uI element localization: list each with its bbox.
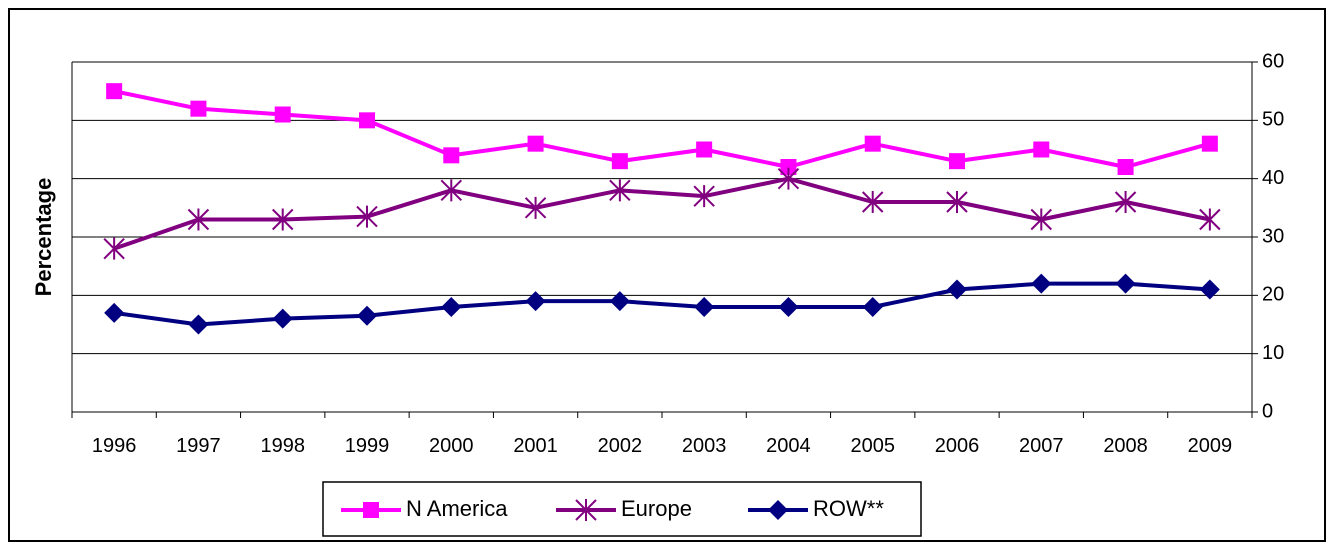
data-point bbox=[443, 147, 460, 164]
x-tick-labels: 1996 1997 1998 1999 2000 2001 2002 2003 2004 2005… bbox=[92, 435, 1232, 457]
data-point bbox=[357, 305, 377, 326]
y-tick-label: 20 bbox=[1262, 284, 1284, 306]
y-axis-label: Percentage bbox=[31, 178, 56, 297]
data-point bbox=[1114, 191, 1137, 213]
data-point bbox=[780, 159, 797, 175]
x-tick-label: 2000 bbox=[429, 435, 474, 457]
legend-label: ROW** bbox=[813, 496, 884, 521]
legend-box bbox=[322, 481, 922, 537]
data-point bbox=[187, 208, 210, 231]
data-point bbox=[188, 314, 209, 335]
y-tick-label: 0 bbox=[1262, 400, 1273, 422]
y-tick-label: 40 bbox=[1262, 167, 1284, 189]
data-point bbox=[611, 153, 628, 170]
data-point bbox=[694, 297, 715, 317]
data-point bbox=[272, 208, 294, 231]
x-tick-label: 2008 bbox=[1103, 435, 1148, 457]
y-tick-label: 60 bbox=[1262, 50, 1284, 72]
gridlines bbox=[72, 61, 1252, 355]
legend-marker bbox=[575, 499, 597, 521]
x-tick-label: 2002 bbox=[598, 435, 643, 457]
data-point bbox=[862, 297, 883, 317]
data-point bbox=[1199, 279, 1220, 300]
series-line bbox=[113, 89, 1211, 169]
axes bbox=[71, 61, 1258, 418]
data-point bbox=[441, 297, 462, 317]
data-point bbox=[1117, 159, 1134, 175]
data-point bbox=[947, 279, 967, 300]
data-point bbox=[524, 196, 547, 219]
legend-marker bbox=[768, 500, 788, 520]
data-point bbox=[862, 191, 884, 213]
x-tick-label: 2009 bbox=[1188, 435, 1233, 457]
data-point bbox=[106, 83, 123, 100]
x-tick-label: 2005 bbox=[850, 435, 895, 457]
data-point bbox=[864, 135, 881, 152]
x-tick-label: 1999 bbox=[345, 435, 390, 457]
data-point bbox=[103, 237, 125, 260]
series-line bbox=[113, 281, 1210, 327]
data-point bbox=[1030, 208, 1052, 231]
data-point bbox=[1033, 141, 1050, 158]
legend-label: N America bbox=[406, 496, 508, 521]
data-point bbox=[778, 297, 799, 317]
data-point bbox=[693, 185, 715, 208]
data-point bbox=[609, 179, 631, 202]
data-point bbox=[190, 100, 207, 117]
y-tick-label: 10 bbox=[1262, 342, 1284, 364]
x-tick-label: 2004 bbox=[766, 435, 811, 457]
data-point bbox=[359, 112, 375, 129]
data-point bbox=[949, 153, 965, 170]
y-tick-labels: 0 10 20 30 40 50 60 bbox=[1262, 50, 1284, 422]
data-point bbox=[104, 302, 125, 323]
x-tick-label: 2003 bbox=[682, 435, 727, 457]
x-tick-label: 2006 bbox=[935, 435, 980, 457]
data-point bbox=[440, 179, 462, 202]
x-tick-label: 1997 bbox=[176, 435, 221, 457]
data-point bbox=[272, 308, 293, 329]
data-point bbox=[777, 167, 800, 190]
x-tick-label: 1996 bbox=[92, 435, 137, 457]
data-point bbox=[1201, 135, 1218, 152]
y-tick-label: 50 bbox=[1262, 109, 1284, 131]
data-point bbox=[609, 291, 630, 312]
legend-label: Europe bbox=[621, 496, 692, 521]
data-point bbox=[356, 205, 378, 228]
legend-marker bbox=[363, 502, 379, 518]
data-point bbox=[527, 135, 544, 152]
y-tick-label: 30 bbox=[1262, 225, 1284, 247]
series-line bbox=[113, 176, 1211, 251]
data-point bbox=[525, 291, 546, 312]
data-point bbox=[1031, 273, 1052, 294]
series-lines bbox=[103, 83, 1221, 335]
data-point bbox=[946, 191, 968, 213]
data-point bbox=[274, 106, 291, 123]
x-tick-label: 1998 bbox=[260, 435, 305, 457]
x-tick-label: 2007 bbox=[1019, 435, 1064, 457]
legend: N America Europe ROW** bbox=[322, 481, 922, 537]
data-point bbox=[1199, 208, 1221, 231]
data-point bbox=[1115, 273, 1136, 294]
x-tick-label: 2001 bbox=[513, 435, 558, 457]
data-point bbox=[696, 141, 713, 158]
chart-frame bbox=[8, 8, 1326, 542]
